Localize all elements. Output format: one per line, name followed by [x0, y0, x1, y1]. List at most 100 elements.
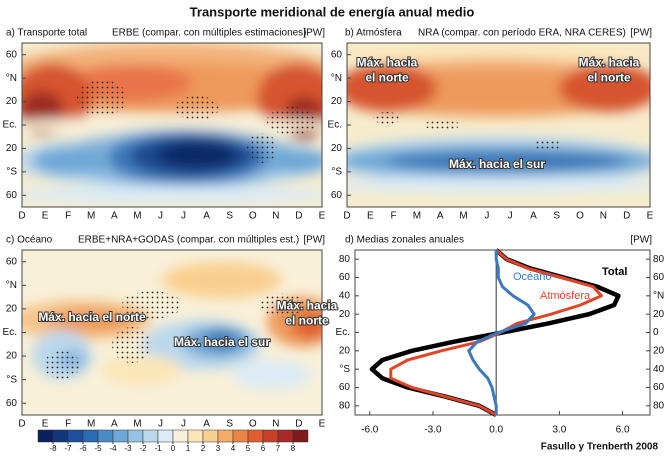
colorbar-label: -2 [139, 444, 147, 453]
colorbar-label: 2 [201, 444, 206, 453]
stipple [247, 133, 277, 163]
field-blur [22, 262, 322, 390]
y2-tick-label: 40 [653, 364, 665, 375]
x-tick-label: F [65, 211, 71, 222]
y-tick-label: 60 [339, 382, 351, 393]
y-tick-label: °N [6, 73, 17, 84]
stipple [122, 291, 182, 319]
y-tick-label: 20 [6, 351, 18, 362]
colorbar-box [262, 429, 279, 443]
stipple [175, 96, 219, 120]
field-blob [47, 308, 137, 332]
y-tick-label: Ec. [328, 120, 342, 131]
field-blob [347, 177, 650, 193]
y-tick-label: 20 [331, 143, 343, 154]
x-tick-label: D [623, 211, 630, 222]
x-tick-label: A [437, 211, 444, 222]
y-tick-label: Ec. [3, 120, 17, 131]
field-blob [232, 360, 312, 390]
y-tick-label: 20 [6, 304, 18, 315]
annotation: el norte [365, 71, 409, 85]
y-tick-label: 80 [339, 400, 351, 411]
x-tick-label: M [87, 419, 95, 430]
y-tick-label: 60 [331, 49, 343, 60]
colorbar-box [247, 429, 264, 443]
colorbar-box [97, 429, 114, 443]
y2-tick-label: 80 [653, 254, 665, 265]
x-tick-label: J [484, 211, 489, 222]
x-tick-label: E [319, 419, 326, 430]
colorbar-label: -6 [79, 444, 87, 453]
x-tick-label: E [42, 419, 49, 430]
stipple [112, 327, 152, 363]
colorbar-box [172, 429, 189, 443]
y-tick-label: Ec. [3, 327, 17, 338]
colorbar-box [202, 429, 219, 443]
y-tick-label: 20 [6, 143, 18, 154]
stipple [424, 120, 460, 130]
field-blob [347, 64, 437, 112]
field-blob [559, 64, 650, 112]
y-tick-label: 80 [339, 254, 351, 265]
field-blob [22, 186, 322, 204]
stipple [77, 80, 127, 116]
colorbar-box [292, 429, 309, 443]
x-tick-label: D [295, 211, 302, 222]
panel-unit: [PW] [630, 235, 652, 246]
x-tick-label: O [249, 211, 257, 222]
x-tick-label: S [553, 211, 560, 222]
series-label: Océano [513, 271, 552, 283]
panel-unit: [PW] [630, 28, 652, 39]
annotation: el norte [587, 71, 631, 85]
y2-tick-label: 20 [653, 345, 665, 356]
series-label: Atmósfera [540, 290, 591, 302]
annotation: Máx. hacia [579, 56, 640, 70]
panel-subtitle: ERBE+NRA+GODAS (compar. con múltiples es… [78, 235, 299, 246]
colorbar-box [37, 429, 54, 443]
x-tick-label: 0.0 [489, 425, 503, 436]
y2-tick-label: 80 [653, 400, 665, 411]
field [347, 43, 650, 207]
colorbar-label: 3 [216, 444, 221, 453]
y-tick-label: 60 [6, 256, 18, 267]
colorbar-label: 5 [246, 444, 251, 453]
x-tick-label: D [18, 419, 25, 430]
x-tick-label: D [18, 211, 25, 222]
y-tick-label: °S [6, 374, 17, 385]
y-tick-label: °N [331, 73, 342, 84]
x-tick-label: J [508, 211, 513, 222]
field-blob [162, 262, 282, 298]
colorbar-label: -8 [49, 444, 57, 453]
colorbar-label: -1 [154, 444, 162, 453]
x-tick-label: N [600, 211, 607, 222]
x-tick-label: M [87, 211, 95, 222]
x-tick-label: M [133, 419, 141, 430]
x-tick-label: E [319, 211, 326, 222]
colorbar-box [217, 429, 234, 443]
stipple [373, 112, 401, 124]
colorbar-box [127, 429, 144, 443]
x-tick-label: M [413, 211, 421, 222]
x-tick-label: F [391, 211, 397, 222]
colorbar-label: 6 [261, 444, 266, 453]
field [22, 250, 322, 415]
annotation: Máx. hacia el sur [174, 335, 270, 349]
y-tick-label: 20 [6, 96, 18, 107]
x-tick-label: M [133, 211, 141, 222]
x-tick-label: J [158, 419, 163, 430]
y2-tick-label: 0 [653, 327, 659, 338]
colorbar-box [277, 429, 294, 443]
field-blob [22, 117, 322, 133]
x-tick-label: F [65, 419, 71, 430]
x-tick-label: 6.0 [616, 425, 630, 436]
y-tick-label: 20 [331, 96, 343, 107]
y-tick-label: 60 [6, 398, 18, 409]
y-tick-label: °S [6, 166, 17, 177]
colorbar-box [52, 429, 69, 443]
colorbar-label: 4 [231, 444, 236, 453]
x-tick-label: A [111, 211, 118, 222]
annotation: Máx. hacia [277, 299, 338, 313]
field-blur [347, 45, 650, 193]
x-tick-label: 3.0 [552, 425, 566, 436]
colorbar-box [232, 429, 249, 443]
